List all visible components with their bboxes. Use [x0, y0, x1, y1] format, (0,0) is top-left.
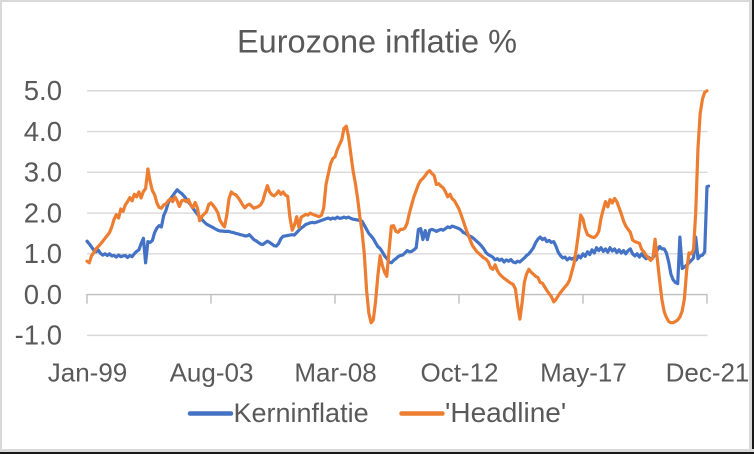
svg-text:Oct-12: Oct-12: [420, 358, 498, 388]
svg-text:4.0: 4.0: [24, 116, 62, 147]
svg-text:1.0: 1.0: [24, 238, 62, 269]
svg-text:'Headline': 'Headline': [445, 397, 566, 428]
svg-text:0.0: 0.0: [24, 279, 62, 310]
svg-text:Aug-03: Aug-03: [170, 358, 254, 388]
svg-text:Mar-08: Mar-08: [294, 358, 376, 388]
svg-text:Kerninflatie: Kerninflatie: [234, 398, 369, 428]
svg-text:-1.0: -1.0: [15, 320, 62, 351]
svg-text:Eurozone inflatie %: Eurozone inflatie %: [237, 23, 517, 59]
svg-text:May-17: May-17: [540, 358, 627, 388]
svg-text:3.0: 3.0: [24, 157, 62, 188]
svg-text:5.0: 5.0: [24, 75, 62, 106]
svg-text:Jan-99: Jan-99: [48, 358, 128, 388]
svg-text:Dec-21: Dec-21: [666, 358, 750, 388]
svg-text:2.0: 2.0: [24, 197, 62, 228]
